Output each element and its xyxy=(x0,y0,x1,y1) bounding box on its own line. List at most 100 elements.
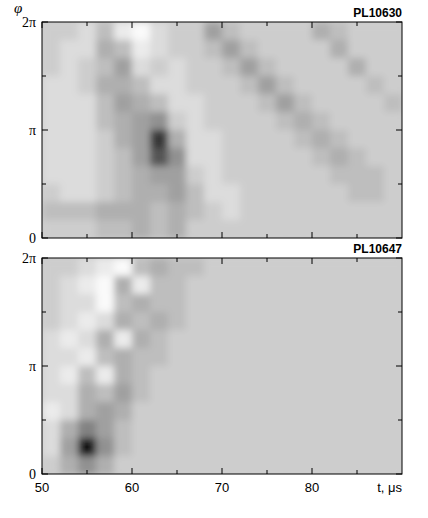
cell xyxy=(384,258,402,277)
cell xyxy=(258,58,277,77)
cell xyxy=(132,76,151,95)
cell xyxy=(312,58,331,77)
cell xyxy=(330,130,349,149)
y-tick xyxy=(42,258,48,259)
cell xyxy=(132,40,151,59)
cell xyxy=(96,40,115,59)
cell xyxy=(384,40,402,59)
cell xyxy=(78,348,97,367)
cell xyxy=(60,148,79,167)
cell xyxy=(168,220,187,238)
cell xyxy=(348,220,367,238)
cell xyxy=(186,112,205,131)
cell xyxy=(168,330,187,349)
cell xyxy=(42,202,61,221)
cell xyxy=(96,130,115,149)
cell xyxy=(204,366,223,385)
y-axis-title: φ xyxy=(14,0,22,16)
cell xyxy=(294,456,313,474)
y-tick xyxy=(42,130,48,131)
cell xyxy=(204,402,223,421)
cell xyxy=(204,456,223,474)
cell xyxy=(132,94,151,113)
cell xyxy=(294,202,313,221)
cell xyxy=(222,312,241,331)
cell xyxy=(186,76,205,95)
cell xyxy=(258,384,277,403)
cell xyxy=(276,166,295,185)
cell xyxy=(384,294,402,313)
cell xyxy=(96,294,115,313)
cell xyxy=(312,384,331,403)
cell xyxy=(240,130,259,149)
minor-tick xyxy=(42,312,46,313)
cell xyxy=(60,384,79,403)
cell xyxy=(312,366,331,385)
cell xyxy=(276,258,295,277)
cell xyxy=(294,184,313,203)
cell xyxy=(384,438,402,457)
cell xyxy=(186,40,205,59)
cell xyxy=(384,276,402,295)
cell xyxy=(150,456,169,474)
cell xyxy=(276,366,295,385)
cell xyxy=(348,366,367,385)
cell xyxy=(294,148,313,167)
cell xyxy=(186,438,205,457)
y-tick xyxy=(396,238,402,239)
cell xyxy=(168,438,187,457)
minor-tick xyxy=(177,258,178,262)
minor-tick xyxy=(398,76,402,77)
cell xyxy=(366,294,385,313)
cell xyxy=(114,202,133,221)
cell xyxy=(294,384,313,403)
cell xyxy=(186,148,205,167)
cell xyxy=(258,94,277,113)
cell xyxy=(60,202,79,221)
cell xyxy=(42,258,61,277)
cell xyxy=(222,258,241,277)
cell xyxy=(330,184,349,203)
cell xyxy=(222,202,241,221)
cell xyxy=(348,330,367,349)
cell xyxy=(114,112,133,131)
cell xyxy=(312,22,331,41)
cell xyxy=(78,202,97,221)
cell xyxy=(384,58,402,77)
cell xyxy=(42,384,61,403)
cell xyxy=(348,130,367,149)
cell xyxy=(204,22,223,41)
cell xyxy=(186,312,205,331)
cell xyxy=(168,58,187,77)
cell xyxy=(150,148,169,167)
cell xyxy=(330,276,349,295)
cell xyxy=(312,112,331,131)
minor-tick xyxy=(87,234,88,238)
cell xyxy=(150,112,169,131)
cell xyxy=(204,294,223,313)
cell xyxy=(330,330,349,349)
y-tick-label: π xyxy=(29,123,36,138)
cell xyxy=(204,166,223,185)
cell xyxy=(186,22,205,41)
cell xyxy=(348,294,367,313)
cell xyxy=(186,184,205,203)
cell xyxy=(150,312,169,331)
cell xyxy=(258,294,277,313)
cell xyxy=(42,112,61,131)
cell xyxy=(96,258,115,277)
cell xyxy=(186,130,205,149)
cell xyxy=(330,438,349,457)
cell xyxy=(348,202,367,221)
x-tick xyxy=(222,258,223,264)
x-tick-label: 60 xyxy=(125,480,139,495)
cell xyxy=(366,166,385,185)
cell xyxy=(330,402,349,421)
cell xyxy=(366,366,385,385)
cell xyxy=(204,58,223,77)
cell xyxy=(348,420,367,439)
cell xyxy=(60,76,79,95)
cell xyxy=(222,330,241,349)
cell xyxy=(366,220,385,238)
cell xyxy=(96,94,115,113)
